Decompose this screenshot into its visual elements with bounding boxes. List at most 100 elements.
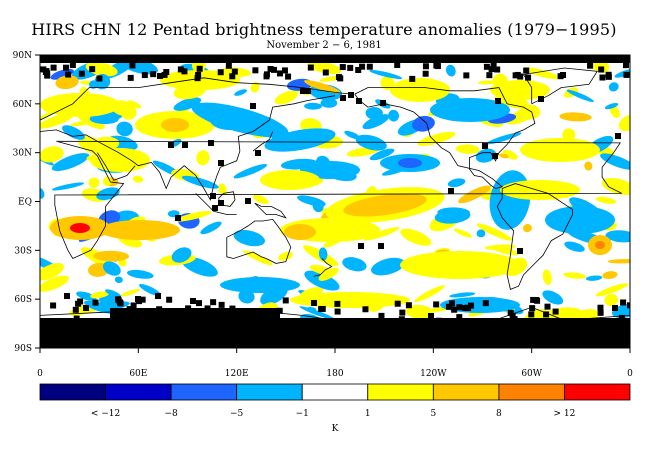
missing-data-cell — [75, 300, 82, 307]
missing-data-cell — [245, 198, 251, 204]
missing-data-cell — [127, 74, 134, 81]
missing-data-cell — [623, 62, 630, 69]
missing-data-cell — [196, 65, 203, 72]
anomaly-patch — [398, 158, 422, 168]
anomaly-patch — [455, 144, 480, 154]
missing-data-cell — [156, 306, 163, 313]
anomaly-patch — [562, 128, 576, 141]
anomaly-patch — [414, 285, 445, 303]
coastline — [252, 131, 274, 152]
missing-data-cell — [195, 300, 202, 307]
missing-data-cell — [218, 160, 224, 166]
anomaly-patch — [485, 132, 522, 145]
missing-data-cell — [150, 71, 157, 78]
missing-data-cell — [488, 66, 495, 73]
anomaly-patch — [602, 271, 618, 279]
anomaly-patch — [506, 107, 537, 125]
missing-data-cell — [529, 305, 536, 312]
anomaly-patch — [380, 75, 395, 90]
anomaly-patch — [210, 110, 250, 130]
missing-data-cell — [300, 88, 306, 94]
missing-data-cell — [456, 314, 463, 321]
colorbar-label: > 12 — [554, 409, 576, 419]
anomaly-patch — [250, 81, 260, 93]
anomaly-patch — [476, 229, 486, 238]
missing-data-cell — [210, 299, 217, 306]
missing-data-cell — [282, 297, 289, 304]
colorbar-label: 5 — [430, 409, 436, 419]
lon-tick-label: 0 — [627, 369, 633, 379]
anomaly-patch — [365, 106, 383, 120]
coastline — [496, 183, 573, 290]
colorbar-swatch — [301, 383, 369, 401]
anomaly-patch — [88, 80, 98, 89]
anomaly-patch — [290, 292, 410, 308]
anomaly-patch — [88, 177, 100, 188]
missing-data-cell — [468, 302, 475, 309]
missing-data-cell — [177, 315, 184, 322]
missing-data-cell — [433, 301, 440, 308]
anomaly-patch — [90, 148, 150, 172]
missing-data-cell — [348, 92, 354, 98]
missing-data-cell — [252, 67, 259, 74]
anomaly-patch — [76, 291, 97, 301]
missing-data-cell — [322, 69, 329, 76]
missing-data-cell — [65, 71, 72, 78]
figure-title: HIRS CHN 12 Pentad brightness temperatur… — [31, 20, 617, 39]
missing-data-cell — [194, 75, 201, 82]
coastline — [522, 67, 598, 105]
missing-data-cell — [512, 72, 519, 79]
anomaly-patch — [306, 307, 317, 312]
missing-data-cell — [89, 66, 96, 73]
missing-data-cell — [543, 311, 550, 318]
missing-data-cell — [422, 70, 429, 77]
missing-data-cell — [378, 312, 385, 319]
missing-data-cell — [141, 72, 148, 79]
anomaly-patch — [563, 272, 587, 279]
anomaly-patch — [253, 194, 269, 205]
missing-data-cell — [318, 306, 325, 313]
lon-tick-label: 120W — [420, 369, 447, 379]
anomaly-patch — [51, 182, 85, 191]
missing-data-cell — [523, 67, 530, 74]
anomaly-patch — [100, 220, 180, 240]
missing-data-cell — [40, 318, 630, 348]
missing-data-cell — [255, 150, 261, 156]
anomaly-patch — [476, 223, 513, 241]
missing-data-cell — [626, 302, 630, 309]
missing-data-cell — [597, 304, 604, 311]
missing-data-cell — [337, 75, 344, 82]
missing-data-cell — [166, 296, 173, 303]
missing-data-cell — [486, 72, 493, 79]
missing-data-cell — [218, 200, 224, 206]
anomaly-patch — [542, 269, 552, 285]
lon-tick-label: 60W — [521, 369, 542, 379]
lat-tick-label: EQ — [18, 198, 32, 208]
missing-data-cell — [456, 304, 463, 311]
anomaly-patch — [362, 114, 390, 130]
missing-data-cell — [285, 73, 292, 80]
anomaly-patch — [40, 275, 69, 292]
anomaly-patch — [605, 230, 630, 243]
anomaly-patch — [274, 90, 298, 105]
anomaly-patch — [607, 259, 630, 264]
missing-data-cell — [263, 73, 270, 80]
anomaly-patch — [173, 97, 202, 111]
anomaly-patch — [344, 130, 361, 140]
anomaly-patch — [475, 148, 497, 163]
missing-data-cell — [623, 71, 630, 78]
anomaly-patch — [62, 125, 85, 140]
anomaly-patch — [320, 98, 338, 108]
missing-data-cell — [509, 312, 516, 319]
lat-tick-label: 90S — [14, 344, 32, 354]
missing-data-cell — [380, 100, 386, 106]
coastline — [313, 258, 333, 277]
missing-data-cell — [435, 317, 442, 324]
missing-data-cell — [533, 297, 540, 304]
missing-data-cell — [250, 103, 256, 109]
missing-data-cell — [448, 188, 454, 194]
missing-data-cell — [73, 315, 80, 322]
anomaly-patch — [584, 161, 593, 171]
